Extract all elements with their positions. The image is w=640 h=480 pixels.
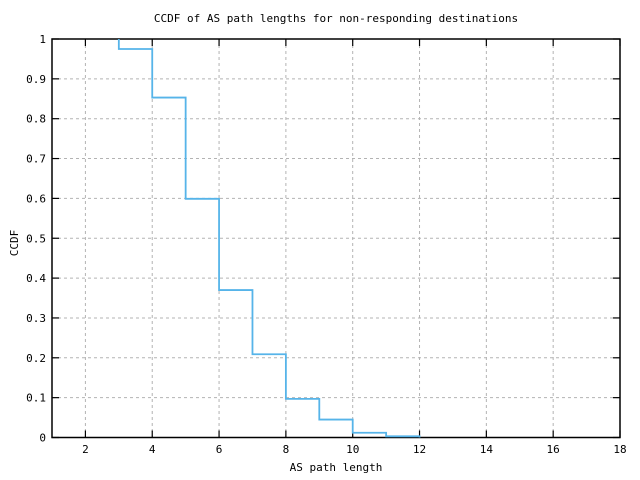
x-tick-label: 14 bbox=[480, 443, 494, 456]
y-tick-label: 0.3 bbox=[26, 312, 46, 325]
y-tick-label: 0 bbox=[39, 432, 46, 445]
y-tick-label: 0.2 bbox=[26, 352, 46, 365]
x-tick-label: 6 bbox=[216, 443, 223, 456]
x-tick-label: 18 bbox=[613, 443, 626, 456]
y-tick-label: 0.5 bbox=[26, 232, 46, 245]
x-tick-label: 4 bbox=[149, 443, 156, 456]
y-tick-label: 0.6 bbox=[26, 192, 46, 205]
x-tick-label: 12 bbox=[413, 443, 426, 456]
y-tick-label: 1 bbox=[39, 33, 46, 46]
x-tick-label: 8 bbox=[283, 443, 290, 456]
y-axis-label: CCDF bbox=[8, 229, 21, 257]
x-axis-label: AS path length bbox=[289, 461, 383, 474]
x-tick-label: 10 bbox=[346, 443, 359, 456]
y-tick-label: 0.7 bbox=[26, 153, 46, 166]
x-tick-label: 16 bbox=[547, 443, 560, 456]
ccdf-step-curve bbox=[117, 39, 421, 438]
y-tick-label: 0.8 bbox=[26, 113, 46, 126]
y-tick-label: 0.1 bbox=[26, 392, 46, 405]
y-tick-label: 0.4 bbox=[26, 272, 46, 285]
y-tick-label: 0.9 bbox=[26, 73, 46, 86]
x-tick-label: 2 bbox=[82, 443, 89, 456]
chart-title: CCDF of AS path lengths for non-respondi… bbox=[153, 12, 519, 25]
